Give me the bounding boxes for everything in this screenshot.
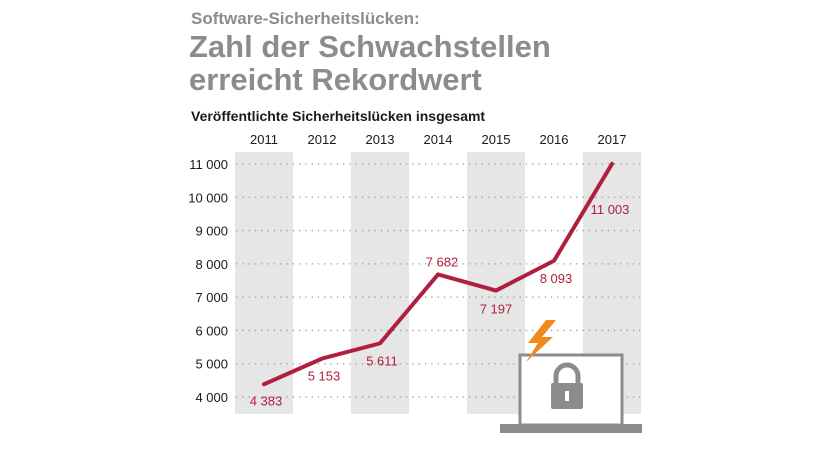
chart-subtitle: Veröffentlichte Sicherheitslücken insges…	[191, 108, 486, 124]
column-shade-2015	[467, 152, 525, 414]
laptop-padlock-lightning-icon	[500, 320, 642, 433]
data-label: 7 197	[480, 302, 513, 317]
column-shading	[235, 152, 641, 414]
y-axis-labels: 4 000 5 000 6 000 7 000 8 000 9 000 10 000 11 0…	[188, 157, 228, 405]
y-tick-label: 6 000	[195, 323, 228, 338]
y-tick-label: 10 000	[188, 190, 228, 205]
x-tick-label: 2014	[424, 132, 453, 147]
y-tick-label: 7 000	[195, 290, 228, 305]
x-axis-labels: 2011 2012 2013 2014 2015 2016 2017	[250, 132, 626, 147]
data-labels: 4 383 5 153 5 611 7 682 7 197 8 093 11 003	[250, 202, 630, 408]
series-line	[262, 161, 614, 387]
y-tick-label: 11 000	[189, 157, 228, 172]
column-shade-2013	[351, 152, 409, 414]
data-label: 5 153	[308, 369, 341, 384]
x-tick-label: 2017	[598, 132, 627, 147]
data-label: 7 682	[426, 254, 459, 269]
y-tick-label: 8 000	[195, 257, 228, 272]
data-label: 5 611	[366, 353, 398, 368]
gridlines	[236, 163, 640, 398]
x-tick-label: 2011	[250, 132, 278, 147]
chart-kicker: Software-Sicherheitslücken:	[191, 9, 420, 28]
x-tick-label: 2013	[366, 132, 395, 147]
y-tick-label: 9 000	[195, 224, 228, 239]
y-tick-label: 4 000	[195, 390, 228, 405]
data-label: 11 003	[591, 202, 630, 217]
data-label: 8 093	[540, 271, 573, 286]
y-tick-label: 5 000	[195, 357, 228, 372]
x-tick-label: 2015	[482, 132, 511, 147]
column-shade-2011	[235, 152, 293, 414]
chart-title: Zahl der Schwachstellen erreicht Rekordw…	[189, 29, 551, 97]
x-tick-label: 2016	[540, 132, 569, 147]
x-tick-label: 2012	[308, 132, 337, 147]
data-label: 4 383	[250, 393, 283, 408]
